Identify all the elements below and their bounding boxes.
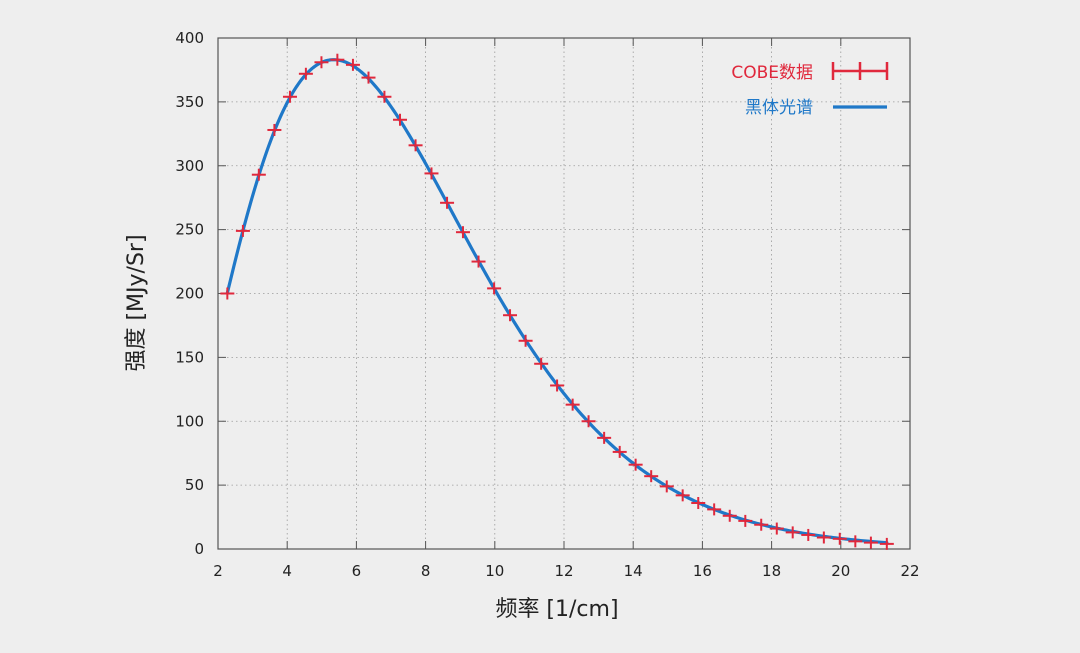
cobe-data-point (361, 71, 376, 84)
cobe-data-point (644, 470, 659, 483)
x-axis-label: 频率 [1/cm] (495, 597, 618, 622)
cobe-data-point (534, 357, 549, 370)
cobe-data-point (832, 532, 847, 545)
axis-layer: 2 4 6 8 10 12 14 16 18 20 22 0 50 100 150 200 250 300 350 4… (175, 29, 919, 580)
cobe-data-point (879, 537, 894, 550)
cobe-data-point (769, 522, 784, 535)
cobe-data-point (738, 514, 753, 527)
cobe-data-point (848, 535, 863, 548)
x-tick-label: 4 (282, 562, 292, 580)
y-tick-label: 50 (185, 476, 204, 494)
cobe-data-point (487, 282, 502, 295)
data-layer (220, 53, 894, 550)
x-tick-label: 20 (831, 562, 850, 580)
cobe-data-point (754, 518, 769, 531)
y-tick-label: 0 (194, 540, 204, 558)
x-tick-label: 14 (624, 562, 643, 580)
cobe-data-point (471, 255, 486, 268)
y-axis-label: 强度 [MJy/Sr] (124, 234, 149, 371)
x-tick-label: 8 (421, 562, 431, 580)
cobe-data-point (801, 528, 816, 541)
x-tick-label: 16 (693, 562, 712, 580)
cobe-data-point (377, 90, 392, 103)
cobe-data-point (424, 167, 439, 180)
cobe-data-point (235, 224, 250, 237)
cobe-data-point (518, 334, 533, 347)
cobe-data-point (628, 458, 643, 471)
x-tick-label: 22 (900, 562, 919, 580)
legend-label-blackbody: 黑体光谱 (745, 98, 813, 118)
y-tick-label: 250 (175, 221, 204, 239)
cobe-data-point (220, 287, 235, 300)
blackbody-curve (225, 58, 889, 545)
y-tick-label: 150 (175, 348, 204, 366)
y-tick-label: 100 (175, 412, 204, 430)
cobe-data-point (659, 480, 674, 493)
cobe-data-point (267, 123, 282, 136)
x-tick-label: 6 (352, 562, 362, 580)
cobe-data-point (251, 168, 266, 181)
cobe-data-point (503, 309, 518, 322)
cobe-data-point (675, 489, 690, 502)
cobe-data-point (581, 415, 596, 428)
cobe-data-point (282, 90, 297, 103)
cobe-data-point (392, 113, 407, 126)
x-tick-label: 18 (762, 562, 781, 580)
cobe-data-point (597, 431, 612, 444)
y-tick-label: 400 (175, 29, 204, 47)
y-tick-label: 200 (175, 285, 204, 303)
cobe-data-point (612, 445, 627, 458)
x-tick-label: 2 (213, 562, 223, 580)
cobe-data-point (863, 536, 878, 549)
cobe-data-point (408, 139, 423, 152)
cobe-data-point (440, 196, 455, 209)
cobe-data-point (707, 503, 722, 516)
cobe-data-point (816, 531, 831, 544)
cobe-data-point (691, 497, 706, 510)
cobe-data-point (345, 58, 360, 71)
cobe-data-point (455, 226, 470, 239)
y-tick-label: 300 (175, 157, 204, 175)
grid-layer (218, 38, 910, 549)
cobe-data-point (314, 56, 329, 69)
cobe-data-point (722, 509, 737, 522)
cobe-data-point (550, 379, 565, 392)
cobe-data-point (298, 67, 313, 80)
cobe-data-point (330, 53, 345, 66)
cobe-data-point (565, 398, 580, 411)
y-tick-label: 350 (175, 93, 204, 111)
legend-label-cobe: COBE数据 (731, 63, 813, 83)
fit-layer (225, 58, 889, 545)
x-tick-label: 12 (554, 562, 573, 580)
x-tick-label: 10 (485, 562, 504, 580)
cobe-data-point (785, 526, 800, 539)
